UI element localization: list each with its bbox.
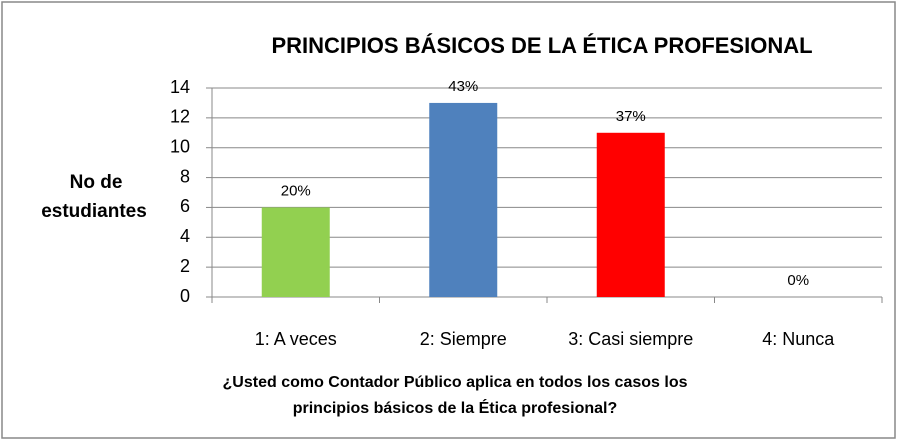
x-tick-label: 1: A veces	[255, 329, 337, 349]
data-label: 0%	[787, 272, 809, 289]
x-axis-label: ¿Usted como Contador Público aplica en t…	[223, 374, 688, 391]
x-axis-label: principios básicos de la Ética profesion…	[293, 398, 618, 417]
bar	[429, 102, 498, 297]
y-tick-label: 8	[180, 166, 190, 186]
chart-title: PRINCIPIOS BÁSICOS DE LA ÉTICA PROFESION…	[271, 33, 812, 58]
x-tick-label: 4: Nunca	[762, 329, 835, 349]
y-tick-label: 2	[180, 256, 190, 276]
y-axis-label: estudiantes	[41, 201, 147, 222]
y-tick-label: 6	[180, 196, 190, 216]
data-label: 43%	[448, 78, 478, 95]
y-axis-label: No de	[70, 172, 123, 193]
x-tick-label: 2: Siempre	[420, 329, 507, 349]
bar	[261, 207, 330, 297]
bar	[596, 132, 665, 297]
y-tick-label: 0	[180, 286, 190, 306]
y-tick-label: 10	[170, 136, 190, 156]
x-tick-label: 3: Casi siempre	[568, 329, 693, 349]
data-label: 37%	[616, 108, 646, 125]
y-tick-label: 4	[180, 226, 190, 246]
data-label: 20%	[281, 182, 311, 199]
y-tick-label: 12	[170, 107, 190, 127]
y-tick-label: 14	[170, 77, 190, 97]
